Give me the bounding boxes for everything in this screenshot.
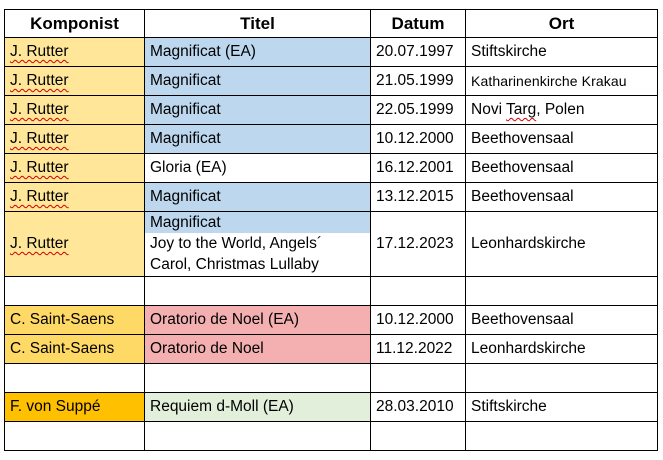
ort-text-part: , Polen: [536, 101, 585, 118]
titel-line: Magnificat: [145, 212, 370, 233]
ort-cell: Beethovensaal: [465, 305, 658, 335]
table-row: J. Rutter Magnificat 13.12.2015 Beethove…: [4, 182, 658, 212]
header-komponist: Komponist: [4, 9, 145, 38]
komponist-text: J. Rutter: [10, 235, 69, 252]
table-row: J. Rutter Gloria (EA) 16.12.2001 Beethov…: [4, 153, 658, 183]
komponist-cell: J. Rutter: [4, 182, 145, 212]
table-row: F. von Suppé Requiem d-Moll (EA) 28.03.2…: [4, 392, 658, 422]
titel-cell: Magnificat (EA): [144, 37, 371, 67]
komponist-text: J. Rutter: [10, 72, 69, 89]
empty-cell: [465, 276, 658, 306]
ort-cell: Katharinenkirche Krakau: [465, 66, 658, 96]
komponist-cell: C. Saint-Saens: [4, 305, 145, 335]
titel-cell: Magnificat Joy to the World, Angels´ Car…: [144, 211, 371, 277]
empty-row: [4, 363, 658, 393]
titel-cell: Requiem d-Moll (EA): [144, 392, 371, 422]
empty-cell: [370, 276, 466, 306]
empty-row: [4, 421, 658, 451]
komponist-cell: J. Rutter: [4, 95, 145, 125]
header-row: Komponist Titel Datum Ort: [4, 9, 658, 38]
empty-cell: [370, 421, 466, 451]
table-row: J. Rutter Magnificat 22.05.1999 Novi Tar…: [4, 95, 658, 125]
table-row: J. Rutter Magnificat (EA) 20.07.1997 Sti…: [4, 37, 658, 67]
header-ort: Ort: [465, 9, 658, 38]
datum-cell: 17.12.2023: [370, 211, 466, 277]
datum-cell: 10.12.2000: [370, 124, 466, 154]
komponist-cell: J. Rutter: [4, 211, 145, 277]
header-datum: Datum: [370, 9, 466, 38]
titel-cell: Magnificat: [144, 182, 371, 212]
titel-cell: Magnificat: [144, 66, 371, 96]
ort-text-part: Novi: [471, 101, 507, 118]
komponist-cell: C. Saint-Saens: [4, 334, 145, 364]
header-titel: Titel: [144, 9, 371, 38]
ort-cell: Beethovensaal: [465, 124, 658, 154]
komponist-text: J. Rutter: [10, 188, 69, 205]
ort-cell: Leonhardskirche: [465, 334, 658, 364]
table-row: J. Rutter Magnificat 10.12.2000 Beethove…: [4, 124, 658, 154]
ort-cell: Beethovensaal: [465, 153, 658, 183]
datum-cell: 11.12.2022: [370, 334, 466, 364]
ort-cell: Stiftskirche: [465, 37, 658, 67]
komponist-text: J. Rutter: [10, 159, 69, 176]
komponist-cell: J. Rutter: [4, 124, 145, 154]
komponist-text: J. Rutter: [10, 130, 69, 147]
datum-cell: 10.12.2000: [370, 305, 466, 335]
datum-cell: 28.03.2010: [370, 392, 466, 422]
empty-cell: [144, 363, 371, 393]
titel-cell: Oratorio de Noel: [144, 334, 371, 364]
komponist-text: J. Rutter: [10, 43, 69, 60]
datum-cell: 22.05.1999: [370, 95, 466, 125]
table-row: C. Saint-Saens Oratorio de Noel (EA) 10.…: [4, 305, 658, 335]
ort-cell: Beethovensaal: [465, 182, 658, 212]
titel-cell: Oratorio de Noel (EA): [144, 305, 371, 335]
table-row: J. Rutter Magnificat Joy to the World, A…: [4, 211, 658, 277]
empty-cell: [465, 363, 658, 393]
empty-cell: [370, 363, 466, 393]
datum-cell: 20.07.1997: [370, 37, 466, 67]
titel-line: Joy to the World, Angels´: [150, 235, 323, 252]
datum-cell: 16.12.2001: [370, 153, 466, 183]
komponist-text: J. Rutter: [10, 101, 69, 118]
datum-cell: 21.05.1999: [370, 66, 466, 96]
ort-text-misspelled: Targ: [506, 101, 537, 118]
empty-row: [4, 276, 658, 306]
datum-cell: 13.12.2015: [370, 182, 466, 212]
empty-cell: [4, 421, 145, 451]
ort-cell: Stiftskirche: [465, 392, 658, 422]
empty-cell: [465, 421, 658, 451]
titel-cell: Magnificat: [144, 124, 371, 154]
empty-cell: [4, 276, 145, 306]
titel-cell: Magnificat: [144, 95, 371, 125]
komponist-cell: J. Rutter: [4, 153, 145, 183]
empty-cell: [144, 421, 371, 451]
concert-table: Komponist Titel Datum Ort J. Rutter Magn…: [4, 9, 658, 451]
empty-cell: [144, 276, 371, 306]
titel-cell: Gloria (EA): [144, 153, 371, 183]
table-row: J. Rutter Magnificat 21.05.1999 Katharin…: [4, 66, 658, 96]
komponist-cell: J. Rutter: [4, 37, 145, 67]
ort-cell: Leonhardskirche: [465, 211, 658, 277]
ort-cell: Novi Targ, Polen: [465, 95, 658, 125]
komponist-cell: F. von Suppé: [4, 392, 145, 422]
empty-cell: [4, 363, 145, 393]
komponist-cell: J. Rutter: [4, 66, 145, 96]
table-row: C. Saint-Saens Oratorio de Noel 11.12.20…: [4, 334, 658, 364]
titel-line: Carol, Christmas Lullaby: [150, 256, 319, 273]
